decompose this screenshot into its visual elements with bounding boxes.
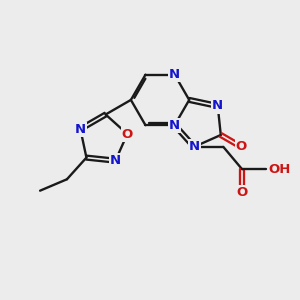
- Text: N: N: [189, 140, 200, 153]
- Text: OH: OH: [269, 163, 291, 176]
- Text: O: O: [236, 140, 247, 153]
- Text: N: N: [75, 123, 86, 136]
- Text: N: N: [169, 119, 180, 132]
- Text: O: O: [236, 187, 248, 200]
- Text: N: N: [212, 100, 223, 112]
- Text: O: O: [122, 128, 133, 140]
- Text: N: N: [169, 68, 180, 81]
- Text: N: N: [110, 154, 121, 167]
